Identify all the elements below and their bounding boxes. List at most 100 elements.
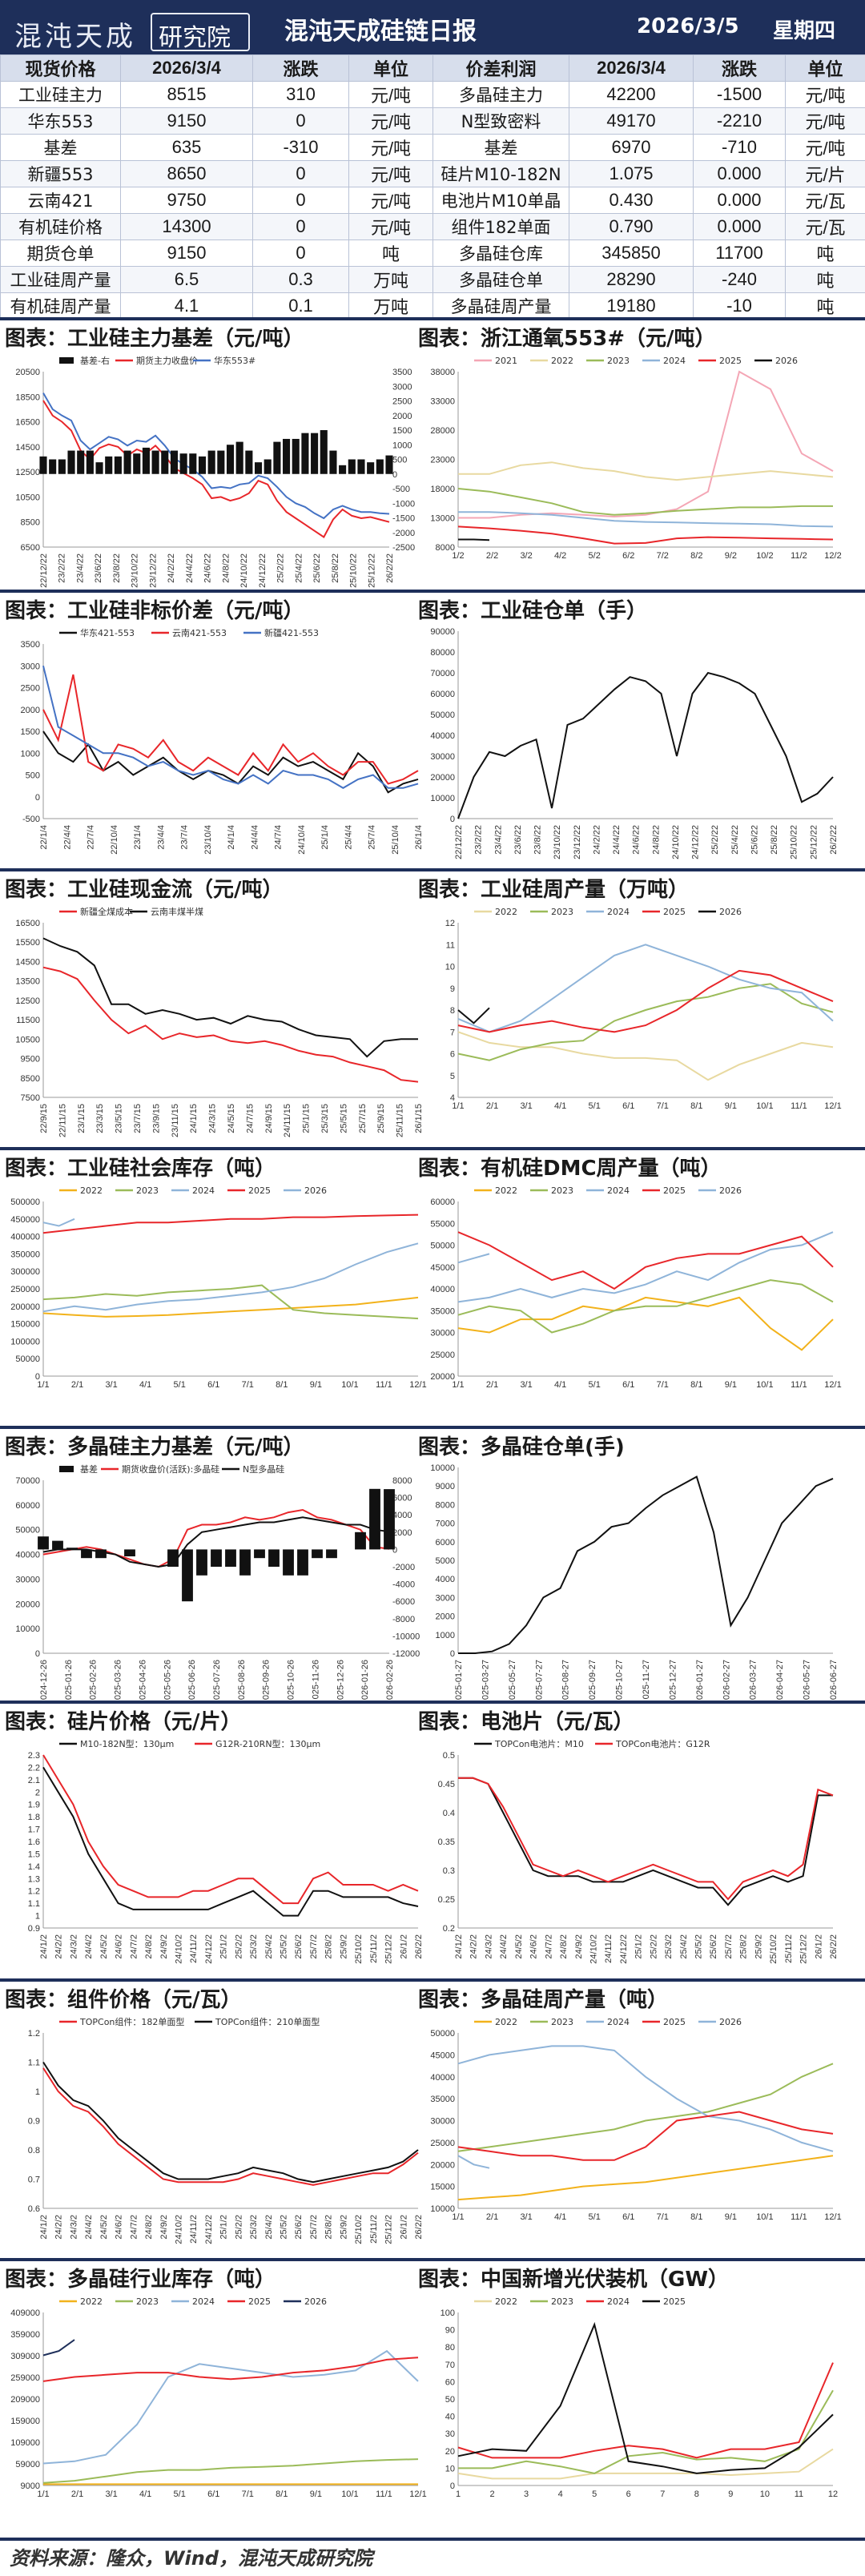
x-tick-label: 25/11/15: [396, 1104, 405, 1137]
section-divider: [0, 1978, 865, 1982]
legend-label: TOPCon电池片：G12R: [615, 1739, 710, 1749]
legend-label: 2022: [495, 907, 517, 917]
legend-label: 2025: [248, 1185, 271, 1196]
legend-label: 2026: [304, 1185, 327, 1196]
y-tick-label: 0.4: [443, 1809, 455, 1818]
x-tick-label: 24/6/22: [632, 825, 642, 855]
y-tick-label: 30000: [430, 1329, 455, 1338]
y-tick-label: 0: [35, 1649, 40, 1659]
x-tick-label: 24/2/2: [54, 2215, 64, 2240]
y-tick-label: 10500: [15, 493, 40, 502]
bar-mark: [171, 451, 178, 474]
y-tick-label: 309000: [10, 2352, 40, 2361]
x-tick-label: 2025-06-26: [187, 1660, 197, 1700]
x-tick-label: 25/3/2: [249, 2215, 259, 2240]
y-tick-label: 10: [445, 2464, 455, 2473]
x-tick-label: 25/6/22: [750, 825, 759, 855]
report-header: 混沌天成 研究院 混沌天成硅链日报 2026/3/5 星期四: [0, 0, 865, 54]
x-tick-label: 24/8/22: [651, 825, 661, 855]
chart-title: 图表：电池片（元/瓦）: [418, 1705, 634, 1733]
chart-title: 图表：多晶硅仓单(手): [418, 1431, 625, 1458]
y-tick-label: 109000: [10, 2438, 40, 2448]
legend-label: 2022: [495, 2017, 517, 2027]
x-tick-label: 3: [524, 2489, 529, 2499]
x-tick-label: 25/11/2: [369, 1934, 379, 1963]
x-tick-label: 7/1: [242, 1380, 254, 1390]
x-tick-label: 12/2: [824, 551, 841, 561]
section-divider: [0, 317, 865, 320]
x-tick-label: 9/1: [725, 1380, 737, 1390]
x-tick-label: 25/6/2: [709, 1934, 718, 1959]
y-tick-label: 1.1: [28, 1899, 40, 1909]
bar-mark: [355, 1532, 366, 1550]
table-cell: 6.5: [121, 267, 253, 293]
x-tick-label: 8/2: [690, 551, 702, 561]
x-tick-label: 25/5/15: [339, 1104, 348, 1133]
x-tick-label: 23/10/4: [203, 825, 213, 855]
x-tick-label: 2026-01-26: [360, 1660, 370, 1700]
y-tick-label: 50000: [15, 1354, 40, 1364]
table-cell: 0: [253, 108, 349, 135]
y-tick-label: 15500: [15, 938, 40, 948]
x-tick-label: 24/3/2: [69, 2215, 78, 2240]
y-tick-label: 9: [450, 984, 455, 994]
bar-mark: [311, 433, 318, 474]
y2-tick-label: -10000: [392, 1632, 420, 1641]
bar-mark: [283, 1549, 294, 1575]
x-tick-label: 11/1: [791, 2212, 807, 2222]
bar-mark: [39, 457, 46, 474]
x-tick-label: 24/10/22: [239, 553, 249, 588]
x-tick-label: 24/8/2: [144, 2215, 154, 2240]
bar-mark: [77, 451, 84, 474]
x-tick-label: 6/2: [622, 551, 634, 561]
col-header: 2026/3/4: [121, 55, 253, 82]
series-line: [458, 1254, 489, 1262]
x-tick-label: 24/10/4: [297, 825, 307, 855]
x-tick-label: 26/2/22: [385, 553, 395, 583]
x-tick-label: 25/3/2: [249, 1934, 259, 1959]
series-line: [458, 1778, 833, 1905]
legend-label: G12R-210RN型：130μm: [215, 1738, 320, 1749]
table-cell: 0: [253, 214, 349, 240]
table-cell: 期货仓单: [1, 240, 121, 267]
x-tick-label: 12/1: [824, 1101, 841, 1111]
y-tick-label: 8500: [21, 518, 40, 528]
chart-svg: 0500001000001500002000002500003000003500…: [3, 1181, 428, 1423]
y-tick-label: 16500: [15, 919, 40, 928]
x-tick-label: 25/8/2: [324, 1934, 334, 1959]
x-tick-label: 24/4/22: [185, 553, 195, 583]
y-tick-label: 2000: [436, 1612, 455, 1622]
y-tick-label: 20500: [15, 368, 40, 377]
table-cell: 元/吨: [349, 161, 433, 187]
x-tick-label: 24/7/15: [245, 1104, 255, 1133]
y-tick-label: 2.3: [28, 1751, 40, 1761]
y-tick-label: 40000: [15, 1551, 40, 1560]
x-tick-label: 25/7/2: [724, 1934, 734, 1959]
y-tick-label: 259000: [10, 2373, 40, 2383]
series-line: [458, 1298, 833, 1350]
legend-label: 期货主力收盘价: [136, 355, 198, 366]
bar-mark: [208, 451, 215, 474]
x-tick-label: 25/4/22: [730, 825, 740, 855]
y-tick-label: 100: [441, 2308, 455, 2318]
bar-mark: [239, 1549, 251, 1575]
x-tick-label: 25/2/2: [234, 1934, 243, 1959]
series-line: [43, 674, 418, 783]
bar-mark: [38, 1536, 49, 1549]
legend-label: 2026: [304, 2296, 327, 2307]
x-tick-label: 23/8/22: [533, 825, 543, 855]
logo-box: 研究院: [151, 13, 250, 51]
x-tick-label: 6/1: [207, 2489, 219, 2499]
bar-mark: [217, 451, 224, 474]
y-tick-label: 18000: [430, 485, 455, 494]
legend-label: 2023: [551, 907, 573, 917]
x-tick-label: 22/1/4: [39, 825, 49, 850]
series-line: [458, 2363, 833, 2458]
y-tick-label: 8: [450, 1006, 455, 1016]
x-tick-label: 7/1: [657, 2212, 669, 2222]
